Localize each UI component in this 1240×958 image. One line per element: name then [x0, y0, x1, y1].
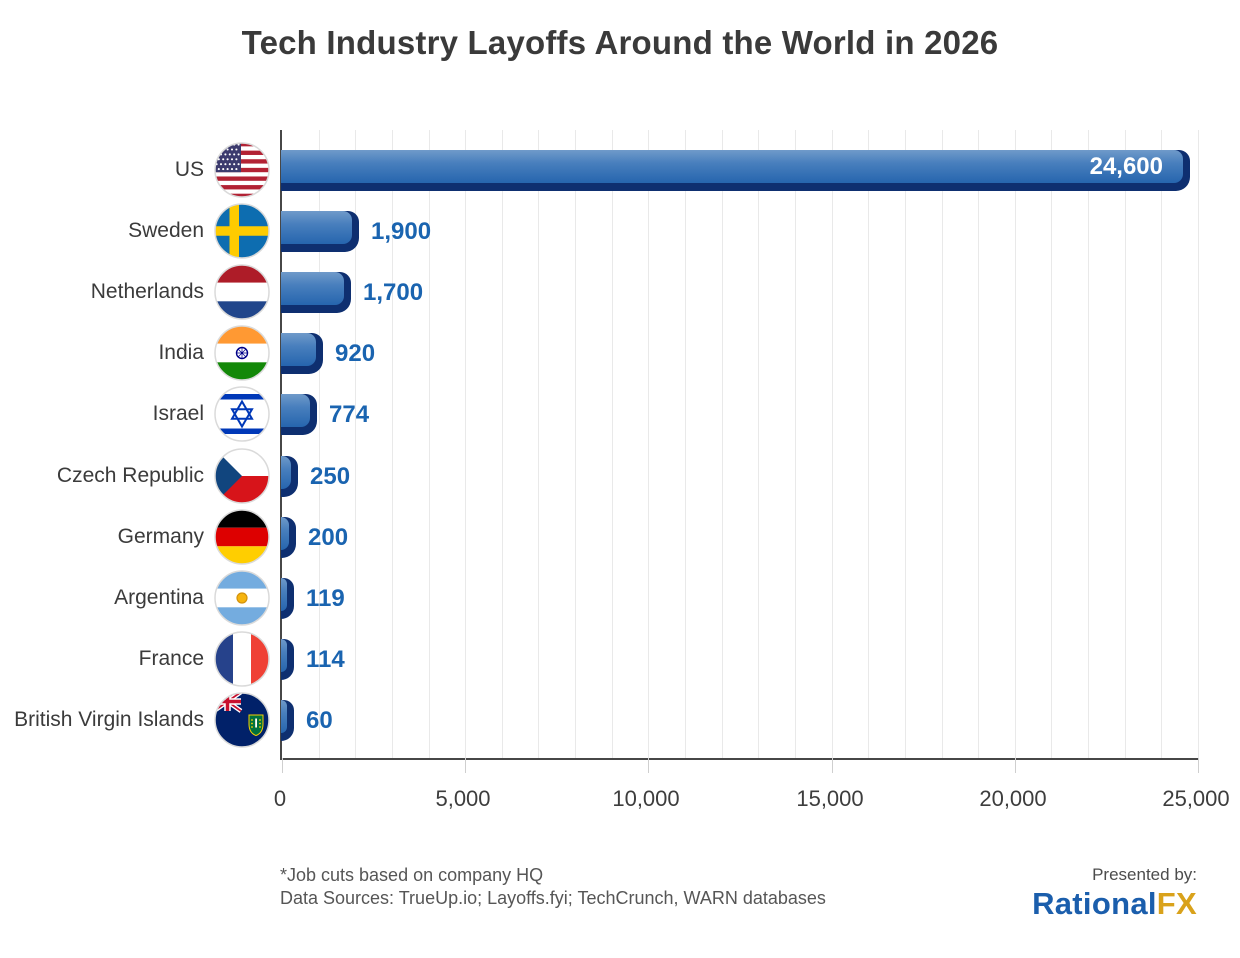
axis-tick-label: 10,000 — [612, 786, 680, 811]
logo-text-fx: FX — [1156, 886, 1197, 921]
country-label: US — [174, 158, 204, 181]
footnote-note: *Job cuts based on company HQ — [280, 865, 544, 885]
country-label: Sweden — [128, 219, 204, 243]
bar-fill — [281, 577, 287, 611]
gridline — [1015, 130, 1016, 758]
axis-tick — [465, 758, 466, 773]
bar — [281, 272, 351, 314]
bar — [281, 455, 298, 497]
value-label: 60 — [306, 706, 333, 734]
bar: 24,600 — [281, 150, 1190, 191]
flag-in-icon — [214, 325, 270, 382]
country-label: Argentina — [114, 585, 204, 609]
axis-tick — [282, 758, 283, 773]
flag-nl-icon — [214, 264, 270, 320]
country-label: Netherlands — [90, 280, 204, 304]
value-label: 24,600 — [1089, 153, 1163, 180]
axis-tick — [1198, 758, 1199, 773]
chart-title: Tech Industry Layoffs Around the World i… — [241, 24, 999, 61]
gridline — [612, 130, 613, 758]
bar — [281, 577, 294, 619]
gridline — [429, 130, 430, 758]
footnote-sources: Data Sources: TrueUp.io; Layoffs.fyi; Te… — [280, 888, 826, 908]
bar-fill — [281, 516, 289, 550]
gridline — [538, 130, 539, 758]
axis-tick-label: 20,000 — [979, 786, 1047, 811]
gridline — [355, 130, 356, 758]
flag-il-icon — [214, 386, 270, 443]
presented-by-label: Presented by: — [1092, 865, 1197, 884]
gridline — [1125, 130, 1126, 758]
gridline — [722, 130, 723, 758]
bar — [281, 699, 294, 741]
flag-us-icon — [214, 142, 270, 198]
country-label: Czech Republic — [56, 463, 204, 487]
flag-fr-icon — [214, 631, 270, 687]
bar — [281, 638, 294, 680]
axis-tick-label: 15,000 — [796, 786, 864, 811]
bar-fill — [281, 333, 316, 367]
bar-fill — [281, 272, 344, 306]
rationalfx-logo: RationalFX — [1032, 886, 1197, 922]
bar-fill — [281, 211, 352, 245]
value-label: 920 — [335, 340, 376, 368]
gridline — [1198, 130, 1199, 758]
gridline — [685, 130, 686, 758]
gridline — [502, 130, 503, 758]
plot-area — [280, 130, 1199, 773]
bar — [281, 516, 296, 558]
flag-ar-icon — [214, 569, 270, 626]
gridline — [1161, 130, 1162, 758]
gridline — [905, 130, 906, 758]
gridline — [392, 130, 393, 758]
flag-vg-icon — [214, 692, 270, 748]
value-label: 1,900 — [371, 218, 432, 246]
axis-tick-label: 25,000 — [1162, 786, 1230, 811]
flag-se-icon — [214, 203, 270, 259]
bar-fill — [281, 699, 287, 733]
gridline — [942, 130, 943, 758]
bar — [281, 333, 323, 375]
bar-fill — [281, 455, 291, 489]
gridline — [1051, 130, 1052, 758]
branding: Presented by: RationalFX — [1032, 864, 1197, 922]
gridline — [1088, 130, 1089, 758]
axis-tick — [832, 758, 833, 773]
bar — [281, 394, 317, 436]
flag-cz-icon — [214, 447, 270, 504]
value-label: 119 — [306, 584, 345, 612]
footnote: *Job cuts based on company HQ Data Sourc… — [280, 864, 826, 910]
country-label: Israel — [152, 402, 204, 426]
gridline — [832, 130, 833, 758]
gridline — [868, 130, 869, 758]
value-label: 1,700 — [363, 279, 424, 307]
value-label: 114 — [306, 645, 345, 673]
axis-tick — [1015, 758, 1016, 773]
gridline — [648, 130, 649, 758]
axis-tick-label: 5,000 — [435, 786, 491, 811]
gridline — [795, 130, 796, 758]
bar — [281, 211, 359, 253]
gridline — [575, 130, 576, 758]
bar-fill — [281, 394, 310, 428]
axis-tick — [648, 758, 649, 773]
logo-text-rational: Rational — [1032, 886, 1157, 921]
country-label: Germany — [117, 524, 204, 548]
gridline — [758, 130, 759, 758]
bar-fill — [281, 638, 287, 672]
gridline — [465, 130, 466, 758]
gridline — [978, 130, 979, 758]
gridline — [319, 130, 320, 758]
bar-fill: 24,600 — [281, 150, 1183, 183]
value-label: 250 — [310, 462, 351, 490]
country-label: India — [158, 341, 204, 365]
value-label: 200 — [308, 523, 349, 551]
flag-de-icon — [214, 508, 270, 565]
country-label: France — [138, 646, 204, 670]
axis-tick-label: 0 — [273, 786, 287, 811]
value-label: 774 — [329, 401, 370, 429]
country-label: British Virgin Islands — [14, 707, 204, 731]
